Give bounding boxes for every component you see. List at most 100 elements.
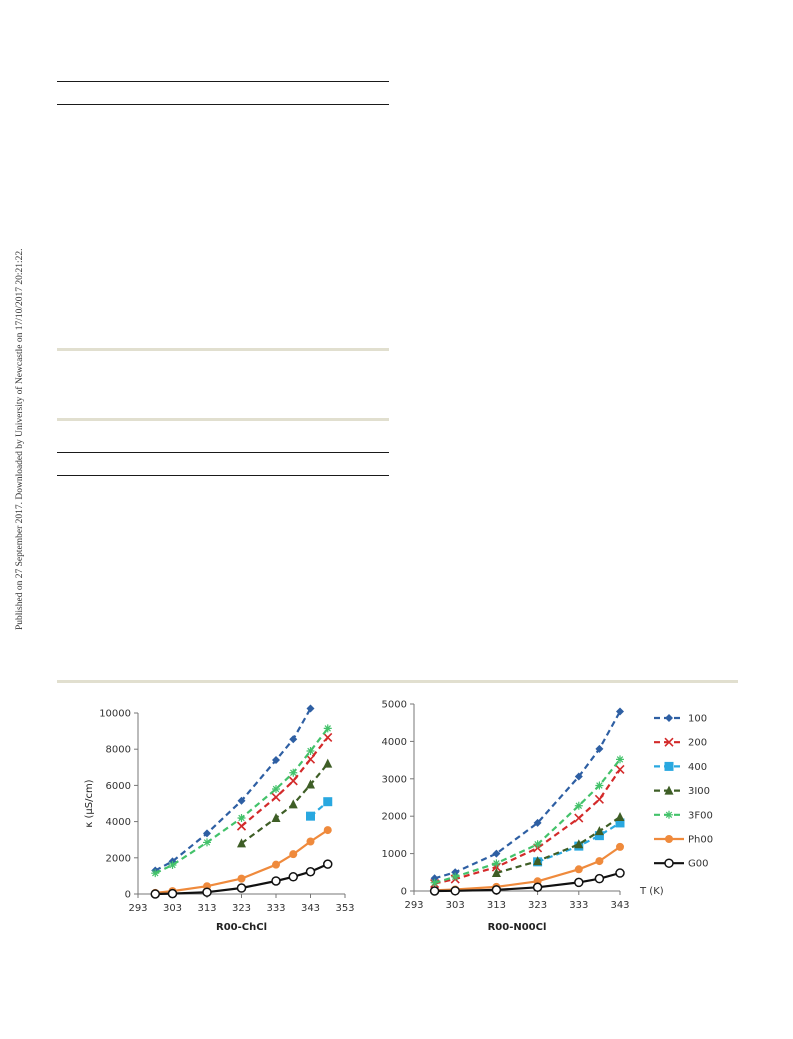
legend-item: Ph00: [654, 835, 713, 846]
series-3I00: [237, 758, 333, 848]
x-tick-label: 323: [232, 903, 251, 914]
data-point: [491, 885, 502, 895]
y-tick-label: 5000: [382, 700, 407, 711]
series-G00: [150, 859, 333, 899]
legend-item: 400: [654, 761, 707, 773]
data-point: [574, 839, 584, 849]
x-tick-label: 343: [301, 903, 320, 914]
figure-rule: [57, 680, 738, 683]
chart-right: 293 303 313 323 333 343 0 1000 2000 3000 4000 5000 R…: [382, 700, 664, 934]
legend-marker: [664, 737, 674, 747]
data-point: [595, 744, 604, 753]
data-point: [289, 850, 298, 859]
legend: 100 200 400 3I00 3F00 Ph00 G00: [654, 714, 713, 870]
data-point: [306, 704, 315, 713]
legend-item: 200: [654, 737, 707, 749]
data-point: [533, 818, 542, 827]
data-point: [306, 779, 315, 789]
series-line: [496, 815, 621, 875]
series-line: [154, 707, 312, 872]
data-point: [323, 797, 333, 807]
data-point: [203, 829, 211, 838]
x-tick-label: 333: [569, 900, 588, 911]
data-point: [306, 811, 315, 821]
data-point: [237, 838, 246, 848]
legend-item: 3F00: [654, 810, 713, 821]
data-point: [323, 859, 333, 869]
data-point: [288, 799, 298, 809]
legend-label: 400: [688, 762, 707, 773]
data-point: [574, 877, 584, 888]
legend-marker: [665, 810, 673, 819]
x-tick-label: 303: [163, 903, 182, 914]
y-axis-title: κ (μS/cm): [84, 779, 95, 827]
y-tick-label: 8000: [106, 745, 131, 756]
series-line: [434, 768, 621, 885]
series-3F00: [430, 755, 624, 887]
y-tick-label: 10000: [99, 709, 131, 720]
y-tick-label: 3000: [382, 774, 407, 785]
series-100: [151, 704, 315, 875]
section-rule: [57, 418, 389, 421]
data-point: [574, 772, 583, 781]
data-point: [236, 883, 247, 893]
data-point: [272, 785, 280, 794]
table-rule-top: [57, 81, 389, 82]
series-400: [306, 797, 333, 821]
x-tick-label: 313: [197, 903, 216, 914]
legend-marker: [665, 835, 673, 843]
y-tick-label: 2000: [382, 812, 407, 823]
data-point: [237, 813, 246, 822]
series-100: [430, 707, 624, 883]
data-point: [450, 886, 460, 896]
data-point: [430, 878, 439, 887]
legend-item: 3I00: [654, 785, 710, 797]
legend-label: Ph00: [688, 835, 713, 846]
data-point: [491, 868, 501, 878]
x-tick-label: 303: [446, 900, 465, 911]
data-point: [615, 764, 625, 775]
data-point: [595, 781, 604, 790]
data-point: [429, 886, 440, 896]
data-point: [615, 811, 625, 821]
y-tick-label: 4000: [382, 737, 407, 748]
data-point: [306, 837, 315, 846]
data-point: [574, 865, 583, 874]
legend-item: G00: [654, 858, 708, 870]
data-point: [533, 856, 543, 866]
series-line: [537, 821, 621, 863]
section-rule: [57, 348, 389, 351]
x-tick-label: 293: [128, 903, 147, 914]
legend-label: 3F00: [688, 810, 713, 821]
data-point: [203, 838, 211, 847]
series-Ph00: [430, 842, 624, 895]
data-point: [168, 861, 177, 870]
table-rule-bottom: [57, 475, 389, 476]
data-point: [615, 818, 625, 828]
data-point: [289, 735, 298, 744]
data-point: [151, 869, 160, 878]
legend-label: 100: [688, 714, 707, 725]
data-point: [202, 887, 212, 897]
data-point: [271, 792, 281, 802]
x-tick-label: 313: [487, 900, 506, 911]
data-point: [271, 812, 281, 822]
series-line: [240, 736, 329, 827]
data-point: [288, 776, 298, 786]
data-point: [323, 826, 332, 835]
data-point: [574, 801, 583, 810]
y-tick-label: 0: [401, 887, 407, 898]
series-3I00: [491, 811, 625, 878]
data-point: [533, 840, 542, 849]
data-point: [532, 882, 543, 893]
data-point: [323, 732, 333, 743]
data-point: [492, 849, 501, 858]
data-point: [305, 866, 316, 877]
data-point: [236, 821, 247, 831]
data-point: [289, 768, 298, 777]
data-point: [306, 747, 315, 756]
chart-left: 293 303 313 323 333 343 353 0 2000 4000 6000 8000 10…: [84, 704, 355, 933]
x-tick-label: 323: [528, 900, 547, 911]
data-point: [323, 758, 333, 768]
series-200: [430, 764, 625, 889]
